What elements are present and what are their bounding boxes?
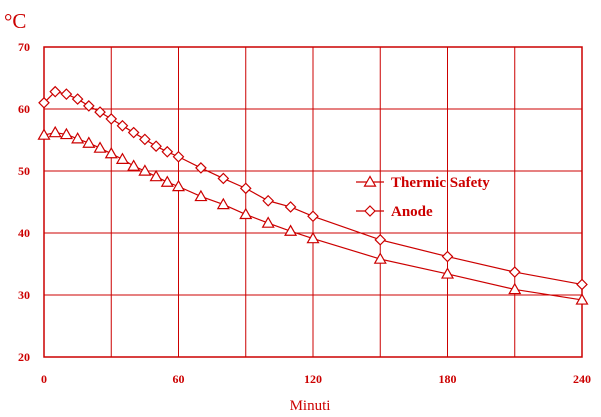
data-point-thermic-safety — [284, 224, 298, 236]
legend-marker — [363, 175, 377, 187]
data-point-thermic-safety — [194, 189, 208, 202]
data-point-thermic-safety — [171, 179, 186, 192]
data-point-anode — [195, 162, 207, 174]
series-anode — [38, 85, 588, 291]
data-point-anode — [71, 93, 84, 105]
x-axis-label: Minuti — [290, 398, 331, 414]
data-point-thermic-safety — [149, 169, 163, 182]
data-point-thermic-safety — [508, 282, 522, 295]
legend-label: Thermic Safety — [391, 175, 490, 191]
data-point-anode — [284, 201, 297, 213]
legend-entry-anode: Anode — [356, 204, 433, 220]
legend-label: Anode — [391, 204, 433, 220]
data-point-thermic-safety — [239, 207, 253, 220]
data-point-thermic-safety — [115, 152, 129, 164]
data-point-anode — [105, 113, 118, 125]
data-point-thermic-safety — [138, 164, 152, 176]
grid — [44, 47, 582, 357]
data-point-anode — [49, 85, 62, 98]
data-point-thermic-safety — [37, 128, 51, 140]
data-point-anode — [307, 210, 319, 223]
data-point-anode — [508, 266, 521, 278]
data-point-thermic-safety — [575, 293, 589, 305]
data-point-anode — [60, 88, 73, 100]
x-tick-label: 180 — [439, 372, 457, 386]
x-tick-label: 60 — [173, 372, 185, 386]
data-point-anode — [217, 172, 230, 185]
series-thermic-safety — [37, 125, 589, 305]
data-point-anode — [94, 106, 106, 118]
data-point-anode — [239, 182, 252, 195]
data-point-thermic-safety — [127, 159, 141, 171]
data-point-thermic-safety — [82, 136, 96, 148]
y-tick-label: 40 — [18, 226, 30, 240]
y-tick-labels: 20 30 40 50 60 70 — [18, 40, 30, 364]
x-tick-label: 120 — [304, 372, 322, 386]
data-point-anode — [82, 100, 95, 112]
data-point-thermic-safety — [373, 252, 387, 264]
data-point-thermic-safety — [160, 175, 174, 187]
data-point-thermic-safety — [216, 197, 230, 210]
data-point-thermic-safety — [59, 127, 73, 140]
y-tick-label: 20 — [18, 350, 30, 364]
x-tick-label: 240 — [573, 372, 591, 386]
data-point-thermic-safety — [440, 267, 455, 279]
y-tick-label: 30 — [18, 288, 30, 302]
x-tick-labels: 0 60 120 180 240 — [41, 372, 591, 386]
data-point-anode — [116, 119, 129, 132]
data-point-anode — [374, 233, 387, 246]
data-point-thermic-safety — [71, 132, 85, 144]
x-tick-label: 0 — [41, 372, 47, 386]
data-point-anode — [139, 133, 151, 146]
y-tick-label: 60 — [18, 102, 30, 116]
y-axis-label: °C — [4, 9, 26, 33]
legend-marker — [364, 205, 376, 217]
data-point-thermic-safety — [306, 231, 320, 244]
series-layer — [37, 85, 589, 305]
data-point-anode — [441, 250, 454, 263]
data-point-anode — [161, 145, 174, 158]
plot-frame — [43, 46, 583, 358]
data-point-anode — [172, 150, 185, 163]
data-point-thermic-safety — [93, 141, 107, 153]
data-point-thermic-safety — [48, 125, 62, 138]
legend: Thermic Safety Anode — [356, 175, 490, 220]
data-point-anode — [38, 96, 50, 109]
y-tick-label: 50 — [18, 164, 30, 178]
data-point-thermic-safety — [261, 216, 275, 228]
data-point-anode — [127, 126, 140, 139]
data-point-anode — [150, 140, 162, 153]
data-point-anode — [262, 194, 275, 207]
legend-entry-thermic-safety: Thermic Safety — [356, 175, 490, 191]
y-tick-label: 70 — [18, 40, 30, 54]
data-point-anode — [576, 278, 588, 291]
data-point-thermic-safety — [104, 146, 118, 159]
